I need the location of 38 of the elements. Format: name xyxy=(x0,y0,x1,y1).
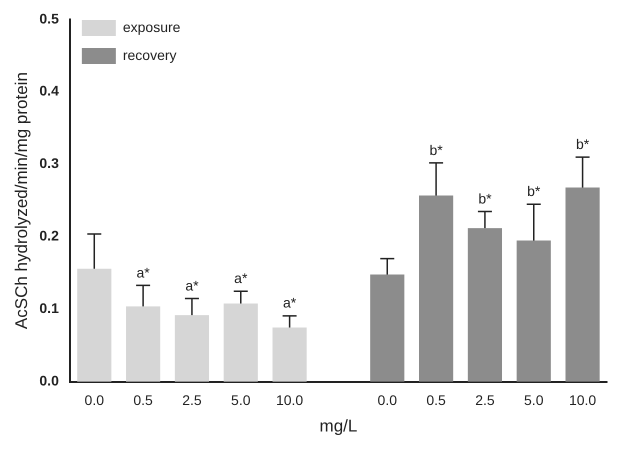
data-label: a* xyxy=(185,277,200,294)
x-tick-label: 0.0 xyxy=(84,392,104,408)
legend-label: exposure xyxy=(122,18,181,35)
data-label: a* xyxy=(136,264,150,280)
bar xyxy=(516,240,551,382)
data-label: b* xyxy=(429,142,444,158)
bar xyxy=(126,306,160,382)
bar xyxy=(468,228,502,382)
x-tick-label: 5.0 xyxy=(231,392,251,408)
x-axis-title: mg/L xyxy=(320,416,358,436)
x-tick-label: 0.5 xyxy=(426,392,446,408)
y-tick-label: 0.0 xyxy=(39,372,60,389)
y-tick-label: 0.4 xyxy=(39,82,60,99)
bar xyxy=(272,327,307,382)
x-tick-label: 10.0 xyxy=(568,392,596,408)
data-label: b* xyxy=(576,136,590,152)
data-label: b* xyxy=(527,183,541,200)
y-tick-label: 0.5 xyxy=(39,10,60,26)
x-tick-label: 2.5 xyxy=(475,392,495,408)
y-tick-label: 0.2 xyxy=(39,228,60,244)
data-label: b* xyxy=(478,190,492,206)
x-tick-label: 0.5 xyxy=(133,392,154,408)
data-label: a* xyxy=(234,270,248,286)
bar xyxy=(77,268,112,382)
y-tick-label: 0.3 xyxy=(39,155,60,172)
x-tick-label: 2.5 xyxy=(182,392,202,408)
legend-label: recovery xyxy=(122,46,177,63)
bar xyxy=(370,274,404,382)
data-label: a* xyxy=(282,294,297,311)
y-tick-label: 0.1 xyxy=(39,300,60,316)
x-tick-label: 5.0 xyxy=(524,392,544,408)
x-tick-label: 0.0 xyxy=(378,392,398,408)
bar xyxy=(419,196,454,382)
x-tick-label: 10.0 xyxy=(276,392,304,408)
bar xyxy=(565,188,600,382)
bar xyxy=(174,315,210,382)
bar xyxy=(224,304,258,382)
y-axis-title: AcSCh hydrolyzed/min/mg protein xyxy=(12,72,31,330)
